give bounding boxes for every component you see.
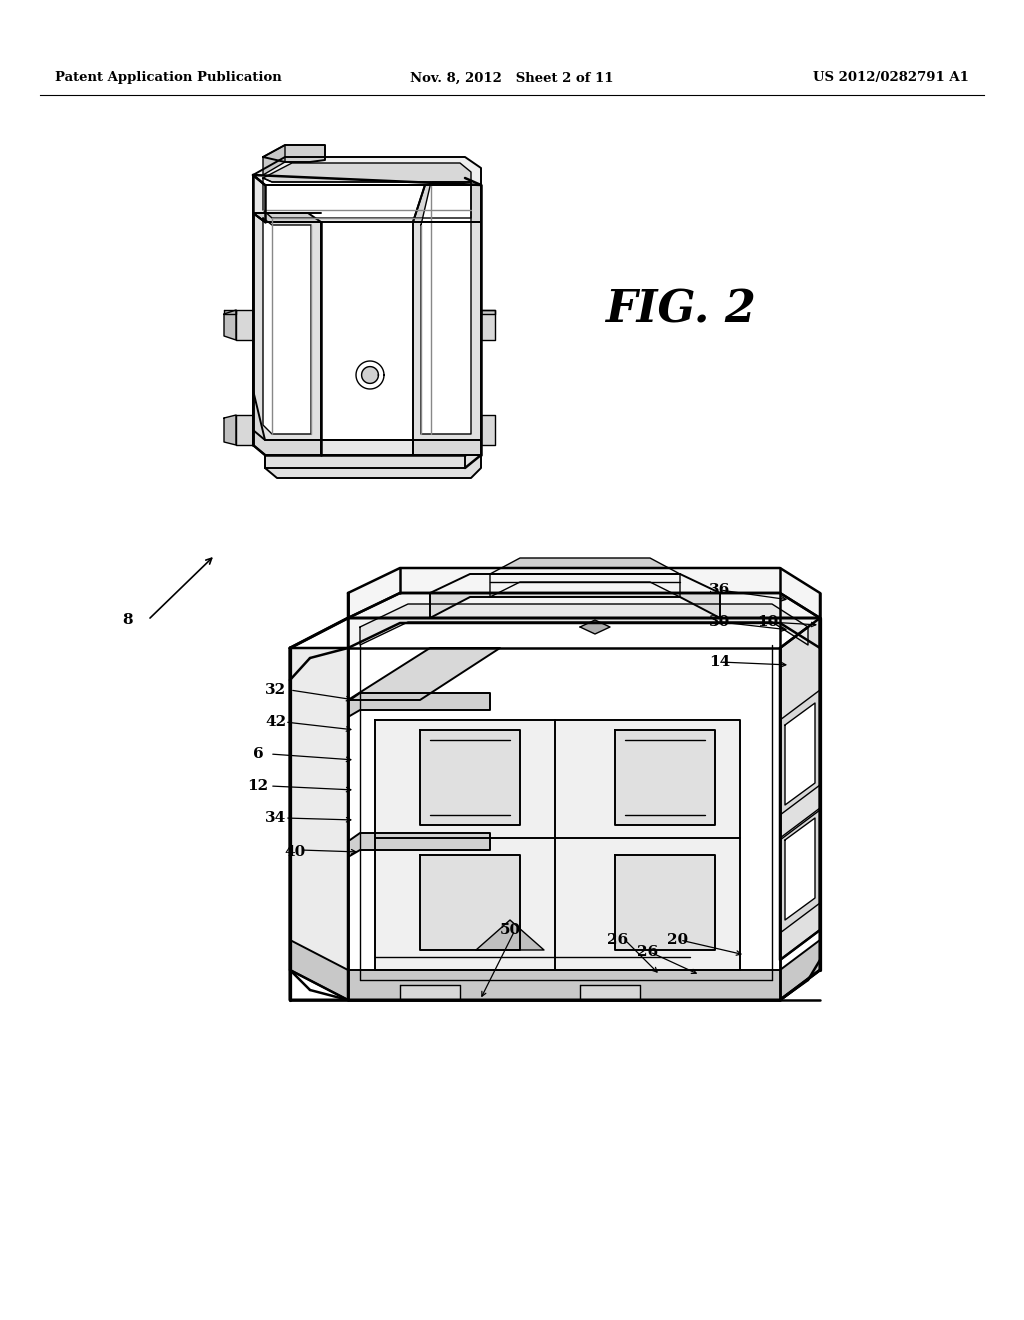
Polygon shape xyxy=(361,367,379,383)
Text: 42: 42 xyxy=(265,715,287,729)
Polygon shape xyxy=(375,719,740,970)
Polygon shape xyxy=(615,855,715,950)
Text: FIG. 2: FIG. 2 xyxy=(604,289,756,331)
Polygon shape xyxy=(224,310,236,341)
Text: 8: 8 xyxy=(123,612,133,627)
Polygon shape xyxy=(348,648,780,1001)
Text: 40: 40 xyxy=(285,845,305,859)
Polygon shape xyxy=(413,440,481,455)
Polygon shape xyxy=(420,730,520,825)
Text: 14: 14 xyxy=(710,655,731,669)
Text: 36: 36 xyxy=(710,583,731,597)
Polygon shape xyxy=(236,310,253,341)
Polygon shape xyxy=(780,808,820,933)
Polygon shape xyxy=(290,648,348,1001)
Polygon shape xyxy=(348,593,820,648)
Polygon shape xyxy=(785,704,815,805)
Polygon shape xyxy=(360,605,808,645)
Polygon shape xyxy=(580,985,640,1001)
Polygon shape xyxy=(413,185,481,440)
Polygon shape xyxy=(348,693,490,717)
Text: 26: 26 xyxy=(637,945,658,960)
Polygon shape xyxy=(321,440,413,455)
Polygon shape xyxy=(348,648,500,700)
Polygon shape xyxy=(253,213,321,222)
Polygon shape xyxy=(785,818,815,920)
Polygon shape xyxy=(481,414,495,445)
Polygon shape xyxy=(253,176,481,222)
Polygon shape xyxy=(490,558,680,597)
Text: Patent Application Publication: Patent Application Publication xyxy=(55,71,282,84)
Polygon shape xyxy=(263,162,471,182)
Text: 10: 10 xyxy=(758,615,778,630)
Polygon shape xyxy=(236,414,253,445)
Polygon shape xyxy=(263,218,311,434)
Polygon shape xyxy=(253,213,321,440)
Polygon shape xyxy=(224,310,236,314)
Polygon shape xyxy=(253,389,321,455)
Text: 26: 26 xyxy=(607,933,629,946)
Text: Nov. 8, 2012   Sheet 2 of 11: Nov. 8, 2012 Sheet 2 of 11 xyxy=(411,71,613,84)
Polygon shape xyxy=(263,145,325,162)
Text: 20: 20 xyxy=(668,933,688,946)
Polygon shape xyxy=(780,618,820,960)
Polygon shape xyxy=(421,182,471,434)
Polygon shape xyxy=(615,730,715,825)
Text: 12: 12 xyxy=(248,779,268,793)
Polygon shape xyxy=(481,310,495,314)
Polygon shape xyxy=(400,985,460,1001)
Polygon shape xyxy=(224,414,236,445)
Polygon shape xyxy=(430,574,720,618)
Polygon shape xyxy=(481,310,495,341)
Polygon shape xyxy=(263,178,471,218)
Text: US 2012/0282791 A1: US 2012/0282791 A1 xyxy=(813,71,969,84)
Polygon shape xyxy=(413,185,481,222)
Polygon shape xyxy=(420,855,520,950)
Polygon shape xyxy=(290,940,820,1001)
Polygon shape xyxy=(780,690,820,814)
Text: 34: 34 xyxy=(265,810,287,825)
Polygon shape xyxy=(476,920,544,950)
Polygon shape xyxy=(348,568,820,618)
Polygon shape xyxy=(263,145,285,176)
Polygon shape xyxy=(265,455,481,478)
Polygon shape xyxy=(580,620,610,634)
Text: 50: 50 xyxy=(500,923,520,937)
Text: 32: 32 xyxy=(265,682,287,697)
Polygon shape xyxy=(348,833,490,857)
Text: 30: 30 xyxy=(710,615,731,630)
Text: 6: 6 xyxy=(253,747,263,762)
Polygon shape xyxy=(253,157,481,185)
